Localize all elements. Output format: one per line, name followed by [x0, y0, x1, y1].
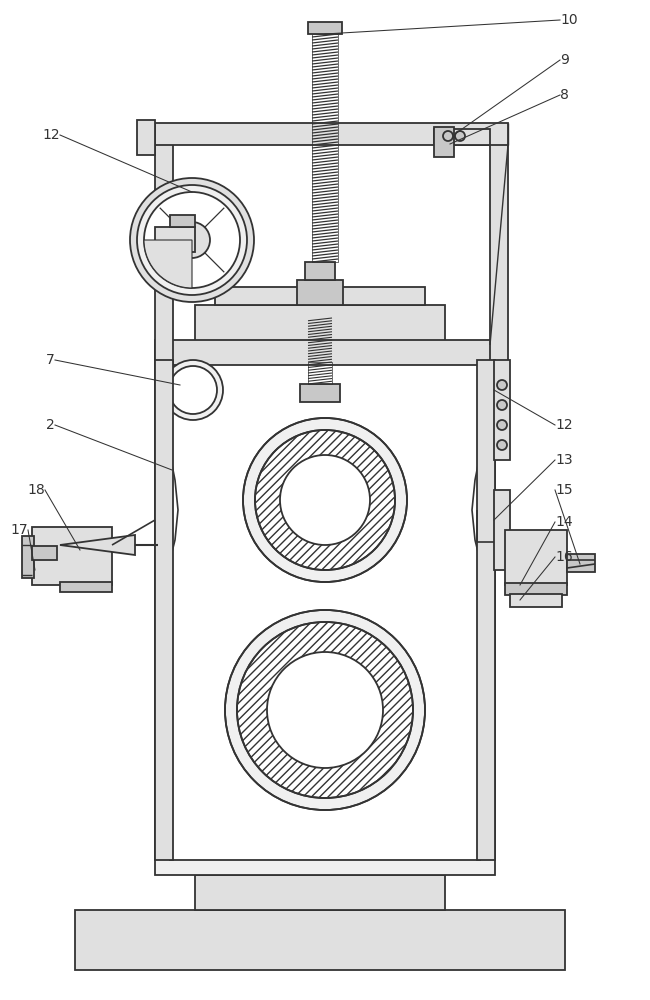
Bar: [155, 345, 495, 875]
Bar: [170, 350, 480, 860]
Text: 2: 2: [46, 418, 55, 432]
Polygon shape: [60, 535, 135, 555]
Bar: [494, 360, 510, 460]
Bar: [505, 530, 567, 585]
Bar: [137, 120, 155, 155]
Bar: [494, 490, 510, 570]
Circle shape: [280, 455, 370, 545]
Bar: [312, 34, 338, 262]
Bar: [22, 536, 34, 578]
Circle shape: [497, 400, 507, 410]
Bar: [505, 583, 567, 595]
Text: 14: 14: [555, 515, 573, 529]
Bar: [195, 875, 445, 910]
Circle shape: [174, 222, 210, 258]
Text: 7: 7: [46, 353, 55, 367]
Bar: [155, 123, 508, 145]
Bar: [170, 215, 195, 227]
Circle shape: [267, 652, 383, 768]
Bar: [155, 227, 195, 252]
Circle shape: [243, 418, 407, 582]
Circle shape: [497, 420, 507, 430]
Bar: [305, 262, 335, 280]
Circle shape: [130, 178, 254, 302]
Text: 10: 10: [560, 13, 578, 27]
Wedge shape: [144, 240, 192, 288]
Text: 8: 8: [560, 88, 569, 102]
Bar: [300, 384, 340, 402]
Bar: [510, 594, 562, 607]
Circle shape: [144, 192, 240, 288]
Bar: [195, 305, 445, 345]
Bar: [155, 360, 173, 860]
Bar: [32, 527, 112, 585]
Bar: [75, 910, 565, 970]
Circle shape: [137, 185, 247, 295]
Text: 12: 12: [42, 128, 60, 142]
Text: 17: 17: [10, 523, 28, 537]
Text: 9: 9: [560, 53, 569, 67]
Bar: [155, 340, 495, 365]
Circle shape: [163, 360, 223, 420]
Text: 13: 13: [555, 453, 573, 467]
Circle shape: [237, 622, 413, 798]
Bar: [60, 582, 112, 592]
Circle shape: [255, 430, 395, 570]
Bar: [308, 22, 342, 34]
Bar: [297, 280, 343, 305]
Bar: [155, 135, 173, 365]
Bar: [215, 287, 425, 305]
Bar: [567, 554, 595, 572]
Bar: [308, 362, 332, 384]
Text: 15: 15: [555, 483, 573, 497]
Bar: [434, 129, 490, 145]
Circle shape: [497, 440, 507, 450]
Circle shape: [225, 610, 425, 810]
Text: 18: 18: [27, 483, 45, 497]
Circle shape: [169, 366, 217, 414]
Circle shape: [455, 131, 465, 141]
Bar: [434, 127, 454, 157]
Text: 12: 12: [555, 418, 573, 432]
Circle shape: [497, 380, 507, 390]
Bar: [32, 546, 57, 560]
Text: 16: 16: [555, 550, 573, 564]
Bar: [477, 360, 495, 860]
Circle shape: [443, 131, 453, 141]
Bar: [490, 135, 508, 365]
